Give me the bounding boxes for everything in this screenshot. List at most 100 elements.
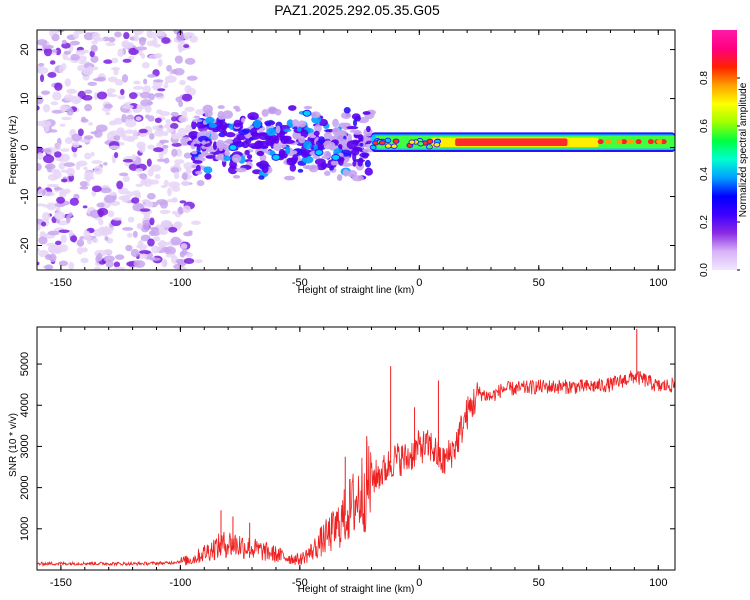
- noise-blob: [71, 141, 80, 148]
- noise-blob: [142, 85, 151, 94]
- colorbar-gradient: [712, 30, 737, 270]
- noise-blob: [183, 44, 190, 49]
- noise-blob: [122, 227, 134, 231]
- noise-blob: [107, 210, 115, 218]
- noise-blob: [149, 226, 159, 231]
- noise-blob: [117, 48, 124, 57]
- transition-blob: [364, 167, 373, 176]
- noise-blob: [37, 120, 46, 127]
- noise-blob: [90, 44, 98, 53]
- noise-blob: [131, 154, 137, 162]
- noise-blob: [92, 77, 104, 82]
- transition-blob: [227, 165, 238, 175]
- noise-blob: [144, 105, 152, 113]
- noise-blob: [138, 37, 147, 42]
- noise-blob: [47, 71, 57, 78]
- noise-blob: [133, 33, 139, 42]
- noise-blob: [93, 92, 99, 101]
- noise-blob: [105, 111, 111, 116]
- noise-blob: [64, 137, 73, 145]
- transition-blob: [246, 154, 253, 160]
- noise-blob: [106, 88, 116, 94]
- transition-blob: [193, 143, 200, 147]
- transition-blob: [323, 170, 331, 176]
- noise-blob: [181, 93, 193, 102]
- noise-blob: [86, 66, 94, 71]
- transition-blob: [318, 136, 326, 144]
- noise-blob: [186, 170, 193, 174]
- transition-blob: [357, 160, 363, 167]
- noise-blob: [133, 80, 141, 85]
- noise-blob: [175, 258, 185, 264]
- noise-blob: [37, 162, 42, 172]
- transition-blob: [203, 166, 213, 174]
- transition-blob: [340, 132, 348, 137]
- noise-blob: [64, 78, 72, 87]
- noise-blob: [183, 33, 190, 41]
- noise-blob: [51, 51, 57, 55]
- transition-blob: [193, 115, 200, 119]
- noise-blob: [166, 199, 178, 203]
- noise-blob: [171, 142, 182, 147]
- noise-blob: [139, 208, 151, 212]
- transition-blob: [267, 106, 277, 115]
- noise-blob: [54, 202, 66, 208]
- transition-blob: [291, 150, 298, 154]
- noise-blob: [156, 158, 166, 162]
- signal-band-red: [455, 138, 568, 146]
- transition-blob: [202, 104, 213, 114]
- noise-blob: [60, 178, 68, 183]
- noise-blob: [61, 62, 67, 71]
- noise-blob: [37, 247, 40, 252]
- noise-blob: [118, 172, 129, 177]
- noise-blob: [164, 81, 169, 85]
- noise-blob: [122, 175, 130, 183]
- noise-blob: [137, 223, 143, 230]
- noise-blob: [83, 230, 91, 238]
- noise-blob: [141, 133, 147, 138]
- noise-blob: [122, 158, 135, 163]
- noise-blob: [183, 162, 195, 170]
- noise-blob: [100, 187, 112, 194]
- noise-blob: [90, 151, 95, 157]
- transition-blob: [253, 119, 262, 129]
- noise-blob: [159, 200, 169, 209]
- transition-blob: [293, 132, 299, 140]
- noise-blob: [50, 101, 59, 106]
- noise-blob: [104, 103, 113, 109]
- noise-blob: [170, 111, 179, 117]
- noise-blob: [159, 110, 171, 117]
- noise-blob: [143, 78, 148, 85]
- noise-blob: [42, 204, 52, 208]
- signal-blob: [378, 140, 386, 146]
- noise-blob: [147, 31, 158, 39]
- transition-blob: [332, 118, 339, 128]
- snr-ticks: -150 -100 -50 0 50 100 1000 2000 3000 4000 5000: [19, 327, 675, 589]
- noise-blob: [135, 168, 144, 173]
- noise-blob: [131, 190, 141, 197]
- noise-blob: [84, 152, 92, 160]
- noise-blob: [147, 144, 156, 150]
- noise-blob: [138, 144, 146, 153]
- transition-blob: [364, 159, 371, 168]
- transition-blob: [288, 105, 297, 111]
- noise-blob: [194, 259, 203, 264]
- noise-blob: [160, 184, 168, 189]
- noise-blob: [165, 119, 171, 125]
- noise-blob: [149, 257, 161, 261]
- transition-blob: [250, 145, 261, 150]
- noise-blob: [45, 165, 53, 169]
- noise-blob: [60, 169, 72, 173]
- transition-peak: [302, 109, 312, 117]
- noise-blob: [92, 237, 98, 244]
- noise-blob: [61, 116, 72, 121]
- transition-blob: [286, 119, 294, 128]
- noise-blob: [84, 103, 93, 112]
- noise-blob: [38, 236, 48, 245]
- noise-blob: [37, 146, 45, 155]
- transition-blob: [235, 107, 241, 112]
- noise-blob: [111, 57, 119, 64]
- signal-blob: [433, 142, 441, 148]
- noise-blob: [37, 105, 40, 111]
